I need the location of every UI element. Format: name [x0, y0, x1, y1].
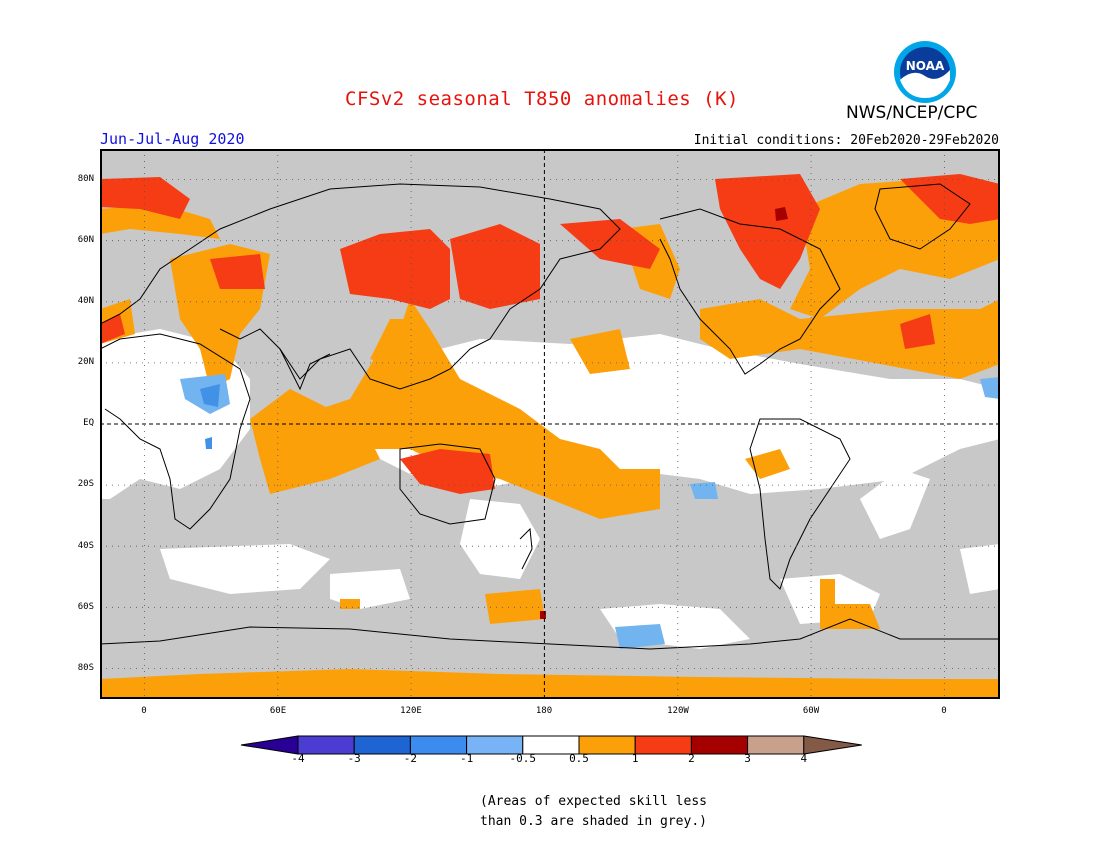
lat-label-80N: 80N	[77, 174, 94, 184]
colorbar-tick-label: -3	[347, 752, 361, 765]
lon-label-60W: 60W	[802, 706, 820, 716]
logo-text: NOAA	[906, 59, 945, 73]
blue-anomaly-areas	[180, 374, 1000, 649]
initial-conditions-label: Initial conditions: 20Feb2020-29Feb2020	[693, 133, 999, 148]
colorbar-tick-label: -2	[403, 752, 418, 765]
anomaly-map	[100, 149, 1000, 699]
noaa-logo: NOAA	[893, 40, 957, 104]
chart-title: CFSv2 seasonal T850 anomalies (K)	[345, 88, 739, 110]
lon-label-180: 180	[535, 706, 553, 716]
lat-label-40S: 40S	[77, 541, 94, 551]
colorbar-box	[409, 735, 468, 755]
lat-label-80S: 80S	[77, 663, 94, 673]
lat-label-60N: 60N	[77, 235, 94, 245]
map-grid	[100, 149, 1000, 699]
lat-label-60S: 60S	[77, 602, 94, 612]
lon-label-120W: 120W	[667, 706, 689, 716]
lon-label-120E: 120E	[400, 706, 422, 716]
colorbar-tick-label: -0.5	[509, 752, 537, 765]
colorbar-arrow-low	[240, 735, 299, 755]
coastlines	[100, 183, 1000, 650]
lat-label-20S: 20S	[77, 479, 94, 489]
skill-footnote: (Areas of expected skill less than 0.3 a…	[480, 792, 707, 832]
colorbar-tick-label: 0.5	[569, 752, 589, 765]
colorbar-box	[353, 735, 411, 755]
lat-label-20N: 20N	[77, 357, 94, 367]
colorbar	[240, 735, 862, 775]
season-label: Jun-Jul-Aug 2020	[100, 130, 245, 148]
lat-label-40N: 40N	[77, 296, 94, 306]
footnote-line-2: than 0.3 are shaded in grey.)	[480, 814, 707, 829]
footnote-line-1: (Areas of expected skill less	[480, 794, 707, 809]
colorbar-tick-label: 3	[744, 752, 751, 765]
lon-label-0: 0	[141, 706, 147, 716]
colorbar-arrow-high	[803, 735, 862, 755]
lon-label-60E: 60E	[269, 706, 287, 716]
colorbar-box	[747, 735, 805, 755]
lon-label-0-east: 0	[941, 706, 947, 716]
colorbar-box	[297, 735, 355, 755]
colorbar-tick-label: 2	[688, 752, 695, 765]
red-anomaly-areas	[100, 174, 1000, 494]
colorbar-tick-label: 4	[800, 752, 808, 765]
colorbar-tick-label: 1	[631, 752, 639, 765]
colorbar-tick-label: -4	[291, 752, 305, 765]
map-frame	[100, 149, 1000, 699]
lat-label-eq: EQ	[83, 418, 94, 428]
colorbar-box	[690, 735, 749, 755]
colorbar-tick-label: -1	[459, 752, 474, 765]
colorbar-box	[634, 735, 692, 755]
agency-label: NWS/NCEP/CPC	[846, 103, 978, 123]
